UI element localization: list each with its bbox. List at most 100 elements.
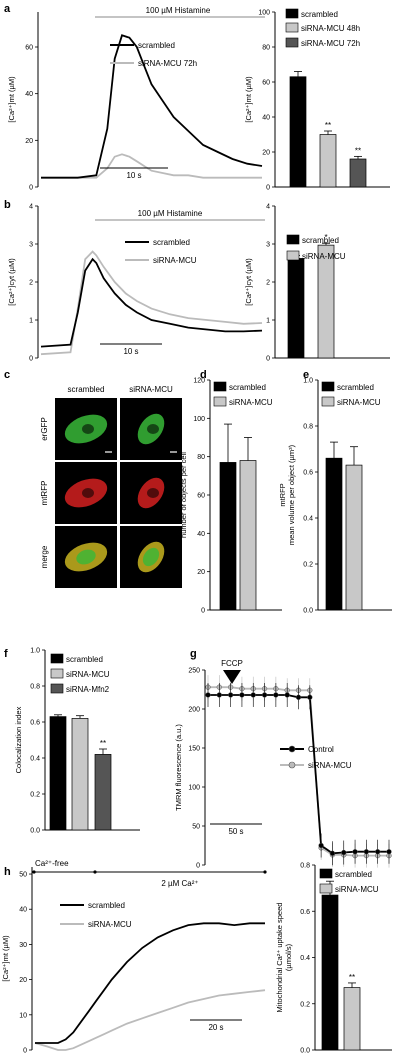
y-tick-label: 4 <box>29 204 33 211</box>
y-tick-label: 3 <box>29 242 33 249</box>
y-tick-label: 0.4 <box>30 756 40 763</box>
chart-a-bar: 0 20 40 60 80 100 [Ca²⁺]mt (µM) ** ** scrambled si… <box>244 8 390 192</box>
y-tick-label: 50 <box>192 824 200 831</box>
bar <box>343 987 361 1051</box>
y-tick-label: 100 <box>258 10 270 17</box>
data-point <box>239 692 245 698</box>
y-tick-label: 20 <box>25 138 33 145</box>
y-tick-label: 250 <box>188 668 200 675</box>
legend-swatch <box>321 381 335 392</box>
cell-nucleus-region <box>76 549 96 565</box>
chart-b-trace: 0 1 2 3 4 [Ca²⁺]cyt (µM) scrambled siRNA-MCU 10 … <box>7 204 265 363</box>
y-tick-label: 2 <box>29 280 33 287</box>
fccp-label: FCCP <box>221 659 243 668</box>
chart-a-trace: 0 20 40 60 [Ca²⁺]mt (µM) scrambled siRNA-MCU 7… <box>7 6 265 192</box>
micrograph-column-label: siRNA-MCU <box>129 385 173 394</box>
legend-swatch <box>286 234 300 245</box>
y-tick-label: 40 <box>262 115 270 122</box>
y-tick-label: 1.0 <box>303 378 313 385</box>
scale-bar-label: 50 s <box>228 827 243 836</box>
data-point <box>375 849 381 855</box>
micrograph-row-label: mtRFP <box>40 481 49 506</box>
y-tick-label: 100 <box>193 416 205 423</box>
legend-label: scrambled <box>153 238 190 247</box>
data-point <box>261 692 268 698</box>
y-tick-label: 0.2 <box>300 1001 310 1008</box>
y-tick-label: 0.2 <box>303 562 313 569</box>
y-tick-label: 0 <box>201 608 205 615</box>
y-tick-label: 80 <box>262 45 270 52</box>
legend-label: siRNA-MCU 72h <box>301 39 360 48</box>
bar <box>319 134 337 188</box>
y-tick-label: 120 <box>193 378 205 385</box>
stimulus-marker <box>93 870 97 874</box>
stimulus-marker <box>32 870 36 874</box>
y-tick-label: 0 <box>23 1048 27 1054</box>
legend-label: scrambled <box>138 41 175 50</box>
legend-swatch <box>321 396 335 407</box>
stimulus-label: 2 µM Ca²⁺ <box>161 879 198 888</box>
chart-e-bar: 0.0 0.2 0.4 0.6 0.8 1.0 mtRFP mean volume per o… <box>278 378 392 615</box>
bar <box>71 718 89 831</box>
y-tick-label: 0.0 <box>30 828 40 835</box>
cell-nucleus <box>147 488 159 498</box>
y-axis-title: Mitochondrial Ca²⁺ uptake speed <box>275 903 284 1013</box>
y-axis-title: (µmol/s) <box>284 943 293 971</box>
legend-label: siRNA-MCU <box>308 761 352 770</box>
y-tick-label: 30 <box>19 942 27 949</box>
y-tick-label: 60 <box>262 80 270 87</box>
y-tick-label: 0.2 <box>30 792 40 799</box>
y-tick-label: 50 <box>19 872 27 879</box>
chart-b-bar: 0 1 2 3 4 [Ca²⁺]cyt (µM) *scrambled siRNA-MCU <box>244 204 390 363</box>
y-tick-label: 200 <box>188 707 200 714</box>
y-axis-title: [Ca²⁺]mt (µM) <box>244 76 253 123</box>
legend-label: scrambled <box>88 901 125 910</box>
y-axis-title: [Ca²⁺]mt (µM) <box>1 935 10 982</box>
data-point <box>352 849 358 855</box>
y-axis-title: [Ca²⁺]mt (µM) <box>7 76 16 123</box>
y-tick-label: 0.8 <box>300 863 310 870</box>
cell-nucleus-region <box>142 547 160 567</box>
panel-label-c: c <box>4 369 10 381</box>
data-point <box>227 692 234 698</box>
data-point <box>307 694 313 700</box>
cell-nucleus <box>147 424 159 434</box>
bar <box>317 244 335 359</box>
legend-swatch <box>213 396 227 407</box>
y-tick-label: 0 <box>29 356 33 363</box>
y-tick-label: 0 <box>29 185 33 192</box>
cell-nucleus <box>82 488 94 498</box>
y-tick-label: 20 <box>197 569 205 576</box>
panel-label-h: h <box>4 866 11 878</box>
data-point <box>341 849 347 856</box>
panel-label-g: g <box>190 648 197 660</box>
y-tick-label: 100 <box>188 785 200 792</box>
legend-label: scrambled <box>337 383 374 392</box>
scale-bar-label: 10 s <box>123 347 138 356</box>
legend-swatch <box>50 668 64 679</box>
y-tick-label: 0.8 <box>303 424 313 431</box>
y-tick-label: 0.0 <box>300 1048 310 1054</box>
significance-label: * <box>324 233 327 242</box>
panel-labels: a b c d e f g h <box>4 3 309 878</box>
bar <box>289 76 307 188</box>
legend-label: siRNA-MCU <box>66 670 110 679</box>
data-point <box>295 694 302 700</box>
chart-g-trace: 0 50 100 150 200 250 TMRM fluorescence (a.u.) C… <box>174 659 392 870</box>
chart-h-trace: 0 10 20 30 40 50 [Ca²⁺]mt (µM) scrambled siRNA-M… <box>1 859 267 1054</box>
y-tick-label: 0 <box>196 863 200 870</box>
data-point <box>318 842 324 849</box>
y-tick-label: 0.6 <box>300 909 310 916</box>
bar <box>345 464 363 611</box>
legend-label: siRNA-Mfn2 <box>66 685 110 694</box>
panel-label-e: e <box>303 369 309 381</box>
legend-swatch <box>213 381 227 392</box>
legend-label: scrambled <box>66 655 103 664</box>
series-line <box>35 922 265 1044</box>
micrograph-column-label: scrambled <box>68 385 105 394</box>
legend-marker <box>288 761 296 769</box>
y-tick-label: 1.0 <box>30 648 40 655</box>
micrograph-row-label: erGFP <box>40 417 49 441</box>
y-tick-label: 0.4 <box>300 955 310 962</box>
